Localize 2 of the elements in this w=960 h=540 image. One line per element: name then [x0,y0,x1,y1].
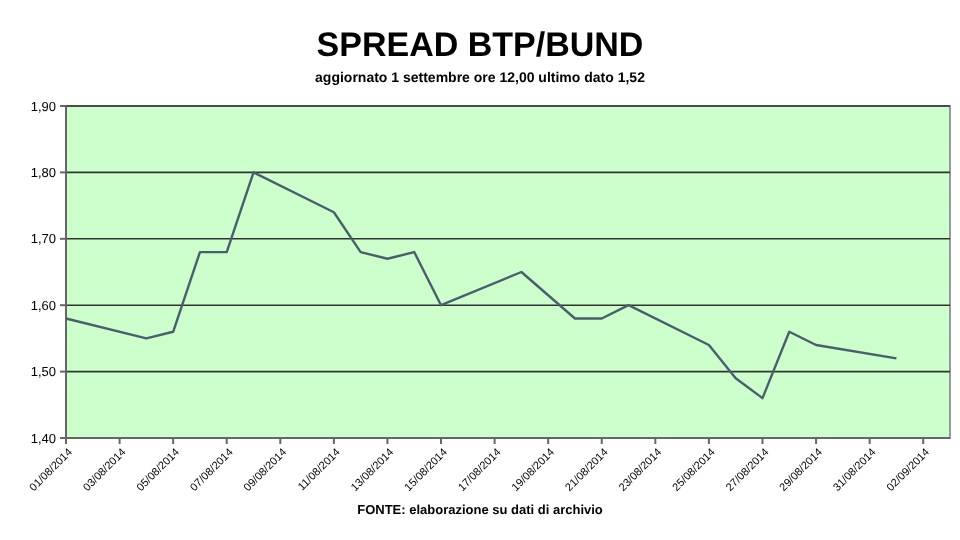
chart-title: SPREAD BTP/BUND [316,26,644,64]
line-series [64,171,898,400]
